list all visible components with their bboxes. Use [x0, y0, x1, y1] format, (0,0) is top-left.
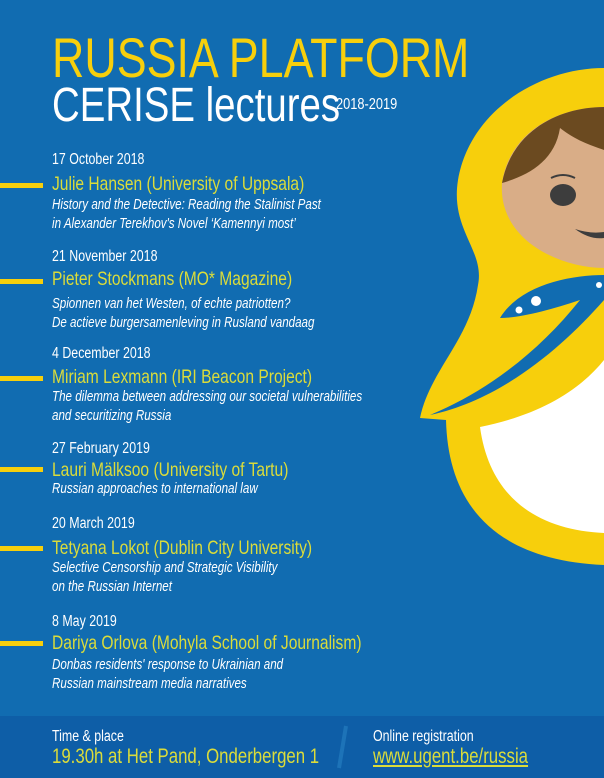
- lecture-speaker: Julie Hansen (University of Uppsala): [52, 173, 305, 195]
- lecture-date: 20 March 2019: [52, 515, 135, 532]
- doll-apron: [480, 360, 604, 533]
- poster-years: 2018-2019: [336, 96, 398, 113]
- lecture-marker: [0, 641, 43, 646]
- lecture-marker: [0, 279, 43, 284]
- lecture-date: 27 February 2019: [52, 440, 150, 457]
- lecture-marker: [0, 376, 43, 381]
- lecture-date: 8 May 2019: [52, 613, 117, 630]
- doll-hair: [502, 107, 604, 183]
- lecture-description: Donbas residents' response to Ukrainian …: [52, 657, 284, 673]
- lecture-marker: [0, 467, 43, 472]
- scarf-dot: [515, 306, 523, 314]
- lecture-marker: [0, 546, 43, 551]
- doll-eye: [550, 184, 576, 206]
- poster-subtitle: CERISE lectures: [52, 79, 341, 132]
- lecture-description: Selective Censorship and Strategic Visib…: [52, 560, 278, 576]
- lecture-description: De actieve burgersamenleving in Rusland …: [52, 315, 315, 331]
- lecture-description: History and the Detective: Reading the S…: [52, 197, 321, 213]
- lecture-speaker: Miriam Lexmann (IRI Beacon Project): [52, 366, 313, 388]
- lecture-description: on the Russian Internet: [52, 579, 172, 595]
- lecture-date: 4 December 2018: [52, 345, 151, 362]
- lecture-speaker: Lauri Mälksoo (University of Tartu): [52, 459, 289, 481]
- lecture-speaker: Pieter Stockmans (MO* Magazine): [52, 268, 293, 290]
- doll-eyebrow: [550, 174, 576, 179]
- poster-title: RUSSIA PLATFORM: [52, 26, 470, 89]
- footer-band: Time & place 19.30h at Het Pand, Onderbe…: [0, 716, 604, 778]
- time-place-value: 19.30h at Het Pand, Onderbergen 1: [52, 745, 320, 768]
- lecture-speaker: Tetyana Lokot (Dublin City University): [52, 537, 313, 559]
- doll-scarf: [430, 275, 604, 415]
- lecture-speaker: Dariya Orlova (Mohyla School of Journali…: [52, 632, 362, 654]
- scarf-dot: [596, 282, 602, 288]
- registration-link[interactable]: www.ugent.be/russia: [373, 745, 529, 768]
- registration-label: Online registration: [373, 728, 474, 745]
- lecture-description: in Alexander Terekhov's Novel ‘Kamennyi …: [52, 216, 296, 232]
- lecture-marker: [0, 183, 43, 188]
- scarf-dot: [531, 296, 541, 306]
- lecture-description: Spionnen van het Westen, of echte patrio…: [52, 296, 291, 312]
- lecture-date: 21 November 2018: [52, 248, 158, 265]
- lecture-description: The dilemma between addressing our socie…: [52, 389, 363, 405]
- time-place-label: Time & place: [52, 728, 124, 745]
- divider-slash: [337, 725, 348, 769]
- lecture-description: Russian approaches to international law: [52, 481, 258, 497]
- lecture-description: and securitizing Russia: [52, 408, 172, 424]
- lecture-description: Russian mainstream media narratives: [52, 676, 247, 692]
- lecture-date: 17 October 2018: [52, 151, 145, 168]
- doll-smile: [575, 229, 604, 239]
